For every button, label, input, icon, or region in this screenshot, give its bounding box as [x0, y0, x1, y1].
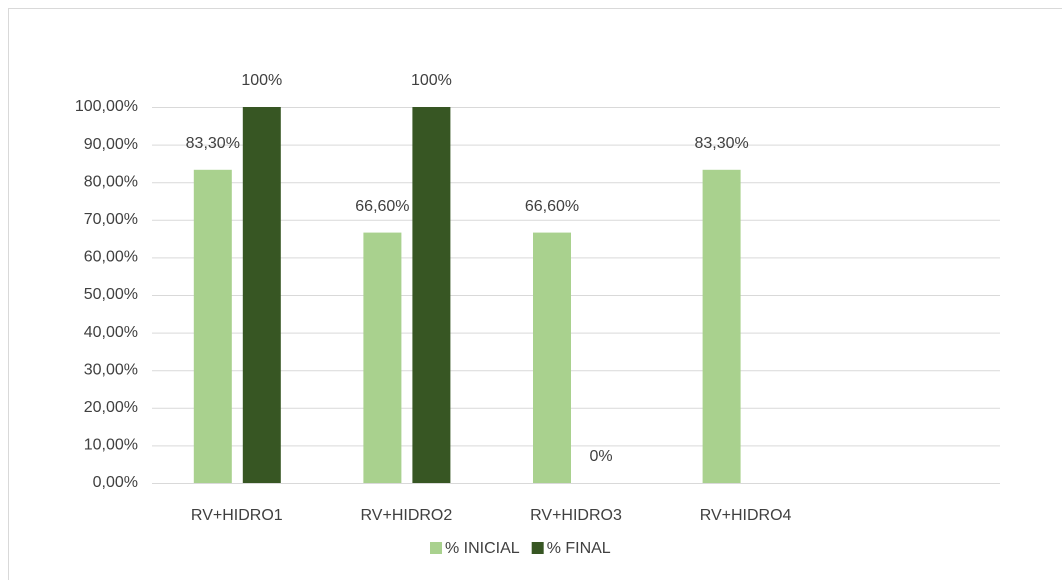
y-tick-label: 60,00%: [84, 249, 138, 266]
data-label: 0%: [589, 448, 612, 465]
x-tick-label: RV+HIDRO4: [700, 507, 792, 524]
data-label: 66,60%: [525, 198, 579, 215]
bar: [702, 169, 741, 484]
legend-swatch: [430, 542, 442, 554]
y-tick-label: 50,00%: [84, 286, 138, 303]
y-tick-label: 40,00%: [84, 324, 138, 341]
x-tick-label: RV+HIDRO2: [361, 507, 453, 524]
x-tick-label: RV+HIDRO1: [191, 507, 283, 524]
bar: [193, 169, 232, 484]
data-label: 100%: [411, 72, 452, 89]
bar: [412, 107, 451, 483]
y-tick-label: 80,00%: [84, 173, 138, 190]
y-tick-label: 90,00%: [84, 136, 138, 153]
y-tick-label: 70,00%: [84, 211, 138, 228]
bar: [533, 232, 571, 483]
legend-label: % INICIAL: [445, 540, 520, 557]
x-tick-label: RV+HIDRO3: [530, 507, 622, 524]
data-label: 100%: [241, 72, 282, 89]
y-tick-label: 10,00%: [84, 437, 138, 454]
y-tick-label: 20,00%: [84, 399, 138, 416]
bar: [363, 232, 402, 483]
data-label: 66,60%: [355, 198, 409, 215]
data-label: 83,30%: [694, 135, 748, 152]
legend-swatch: [531, 542, 544, 554]
y-tick-label: 30,00%: [84, 361, 138, 378]
y-tick-label: 0,00%: [93, 474, 138, 491]
y-tick-label: 100,00%: [75, 98, 138, 115]
data-label: 83,30%: [186, 135, 240, 152]
bar: [242, 107, 281, 483]
legend-label: % FINAL: [547, 540, 611, 557]
